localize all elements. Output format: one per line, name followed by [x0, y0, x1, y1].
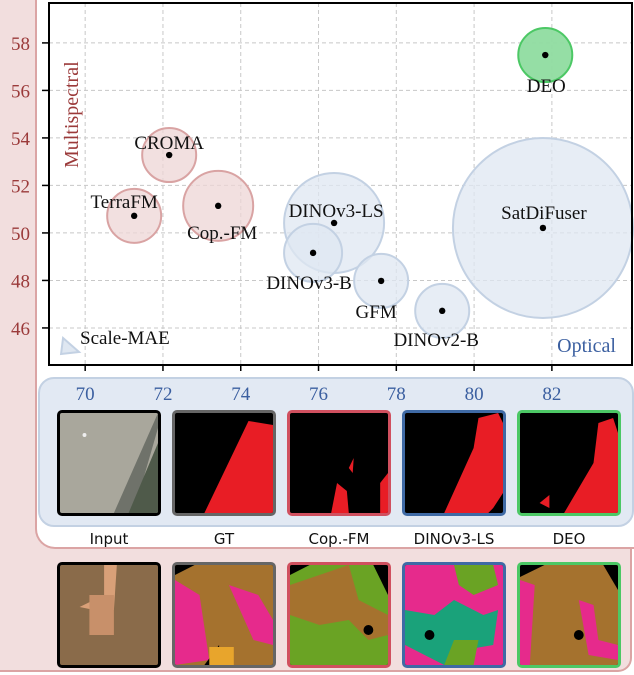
x-tick-label: 78 — [387, 384, 406, 405]
column-label: GT — [213, 530, 235, 548]
column-label: DEO — [552, 530, 586, 548]
segmentation-thumbnail-dinov3-ls — [402, 410, 506, 516]
landcover-thumbnail-cop-fm — [287, 562, 391, 668]
column-label: DINOv3-LS — [413, 530, 495, 548]
y-tick-label: 52 — [11, 176, 30, 197]
column-label: Cop.-FM — [308, 530, 370, 548]
point-label: GFM — [356, 302, 397, 323]
thumbnail-image — [405, 565, 503, 665]
thumbnail-image — [175, 565, 273, 665]
landcover-thumbnail-input — [57, 562, 161, 668]
point-label: Scale-MAE — [80, 328, 170, 349]
x-tick-label: 80 — [465, 384, 484, 405]
thumbnail-image — [60, 565, 158, 665]
x-tick-label: 82 — [542, 384, 561, 405]
thumbnail-image — [60, 413, 158, 513]
data-point — [542, 51, 549, 59]
optical-label: Optical — [557, 335, 616, 357]
y-tick-label: 46 — [11, 319, 30, 340]
y-tick-label: 48 — [11, 271, 30, 292]
data-point — [439, 307, 446, 315]
point-label: DEO — [527, 76, 566, 97]
scale-mae-marker — [59, 336, 82, 356]
thumbnail-image — [331, 458, 388, 513]
data-point — [377, 277, 385, 285]
point-label: DINOv3-B — [266, 273, 352, 294]
thumbnail-image — [444, 413, 503, 513]
data-point — [214, 202, 222, 210]
point-label: CROMA — [134, 133, 204, 154]
data-point — [130, 212, 138, 220]
landcover-thumbnail-deo — [517, 562, 621, 668]
x-tick-label: 76 — [309, 384, 328, 405]
data-point — [539, 224, 547, 232]
y-tick-label: 56 — [11, 81, 30, 102]
segmentation-thumbnail-cop-fm — [287, 410, 391, 516]
landcover-thumbnail-gt — [172, 562, 276, 668]
point-label: SatDiFuser — [501, 203, 587, 224]
point-label: TerraFM — [91, 192, 158, 213]
data-point — [330, 219, 338, 227]
y-tick-label: 50 — [11, 224, 30, 245]
thumbnail-image — [520, 565, 618, 665]
y-tick-label: 54 — [11, 129, 31, 150]
plot-frame — [48, 2, 633, 366]
x-tick-label: 72 — [153, 384, 172, 405]
thumbnail-image — [539, 418, 618, 513]
thumbnail-image — [290, 565, 388, 665]
column-label: Input — [89, 530, 129, 548]
thumbnail-image — [204, 421, 273, 513]
y-tick-label: 58 — [11, 34, 30, 55]
data-point — [165, 151, 173, 159]
x-tick-label: 70 — [76, 384, 95, 405]
point-label: DINOv3-LS — [289, 201, 384, 222]
data-point — [309, 249, 317, 257]
x-tick-label: 74 — [231, 384, 251, 405]
segmentation-thumbnail-gt — [172, 410, 276, 516]
point-label: Cop.-FM — [187, 223, 257, 244]
segmentation-thumbnail-deo — [517, 410, 621, 516]
multispectral-label: Multispectral — [61, 61, 83, 168]
landcover-thumbnail-dinov3-ls — [402, 562, 506, 668]
segmentation-thumbnail-input — [57, 410, 161, 516]
point-label: DINOv2-B — [393, 330, 479, 351]
